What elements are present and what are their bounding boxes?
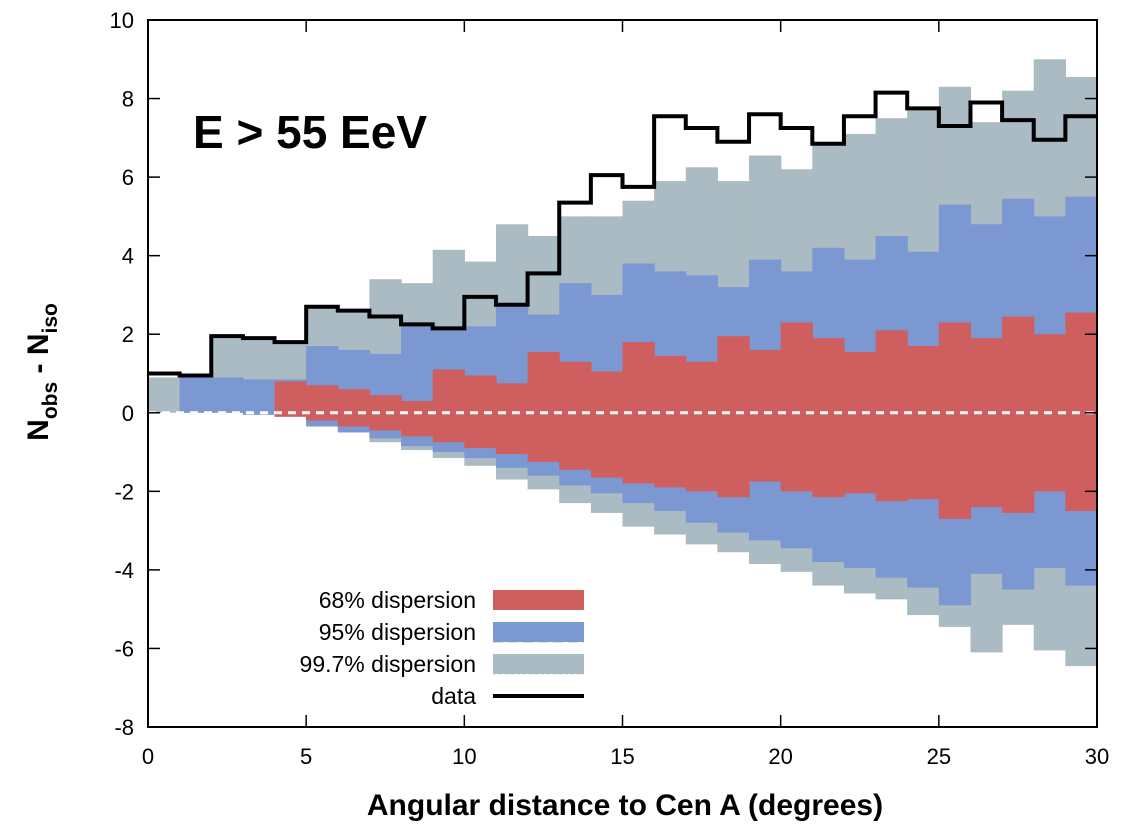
y-tick-label: 8 bbox=[122, 87, 134, 112]
band-bar bbox=[496, 383, 528, 454]
band-bar bbox=[970, 338, 1002, 507]
legend-label: 99.7% dispersion bbox=[300, 651, 476, 677]
y-tick-label: 0 bbox=[122, 401, 134, 426]
band-bar bbox=[528, 352, 560, 462]
band-bar bbox=[907, 346, 939, 499]
band-bar bbox=[180, 377, 212, 412]
band-bar bbox=[148, 377, 180, 412]
x-tick-labels: 0 5 10 15 20 25 30 bbox=[142, 744, 1109, 769]
legend: 68% dispersion 95% dispersion 99.7% disper… bbox=[300, 587, 584, 709]
legend-item: 99.7% dispersion bbox=[300, 651, 584, 677]
x-tick-label: 25 bbox=[927, 744, 951, 769]
band-bar bbox=[338, 389, 370, 426]
x-axis-title: Angular distance to Cen A (degrees) bbox=[367, 789, 883, 822]
band-bar bbox=[939, 322, 971, 518]
y-axis-title-n-iso: N bbox=[22, 333, 55, 355]
band-bar bbox=[559, 362, 591, 470]
band-bar bbox=[654, 356, 686, 488]
x-tick-label: 0 bbox=[142, 744, 154, 769]
x-tick-label: 20 bbox=[768, 744, 792, 769]
band-bar bbox=[844, 352, 876, 493]
band-bar bbox=[749, 350, 781, 482]
y-tick-label: -8 bbox=[114, 715, 134, 740]
y-axis-title-n-obs: N bbox=[22, 419, 55, 441]
y-tick-label: 6 bbox=[122, 165, 134, 190]
band-bar bbox=[591, 372, 623, 478]
y-axis-title-sub-obs: obs bbox=[39, 382, 62, 419]
energy-cut-annotation: E > 55 EeV bbox=[193, 106, 427, 158]
legend-swatch bbox=[493, 654, 584, 674]
y-axis-title: Nobs - Niso bbox=[22, 303, 62, 441]
y-tick-label: 2 bbox=[122, 322, 134, 347]
x-tick-label: 5 bbox=[300, 744, 312, 769]
y-tick-label: -4 bbox=[114, 558, 134, 583]
legend-item: 68% dispersion bbox=[319, 587, 584, 613]
legend-item: 95% dispersion bbox=[319, 619, 584, 645]
legend-swatch bbox=[493, 590, 584, 610]
band-bar bbox=[433, 370, 465, 443]
legend-label: data bbox=[431, 683, 476, 709]
band-bar bbox=[211, 377, 243, 412]
y-tick-label: -6 bbox=[114, 636, 134, 661]
x-tick-label: 10 bbox=[452, 744, 476, 769]
legend-label: 68% dispersion bbox=[319, 587, 476, 613]
band-bar bbox=[401, 401, 433, 436]
x-tick-label: 30 bbox=[1085, 744, 1109, 769]
legend-item: data bbox=[431, 683, 584, 709]
band-bar bbox=[812, 338, 844, 497]
y-tick-label: -2 bbox=[114, 479, 134, 504]
band-bar bbox=[876, 330, 908, 501]
y-tick-label: 10 bbox=[110, 8, 134, 33]
band-bar bbox=[1002, 317, 1034, 513]
band-bar bbox=[781, 322, 813, 491]
band-bar bbox=[243, 379, 275, 414]
y-tick-labels: -8 -6 -4 -2 0 2 4 6 8 10 bbox=[110, 8, 134, 740]
band-bar bbox=[686, 362, 718, 492]
x-tick-label: 15 bbox=[610, 744, 634, 769]
band-bar bbox=[717, 336, 749, 497]
y-axis-title-sub-iso: iso bbox=[39, 303, 62, 333]
y-tick-label: 4 bbox=[122, 244, 134, 269]
y-axis-title-separator: - bbox=[22, 355, 55, 382]
band-bar bbox=[306, 385, 338, 420]
legend-label: 95% dispersion bbox=[319, 619, 476, 645]
legend-swatch bbox=[493, 622, 584, 642]
